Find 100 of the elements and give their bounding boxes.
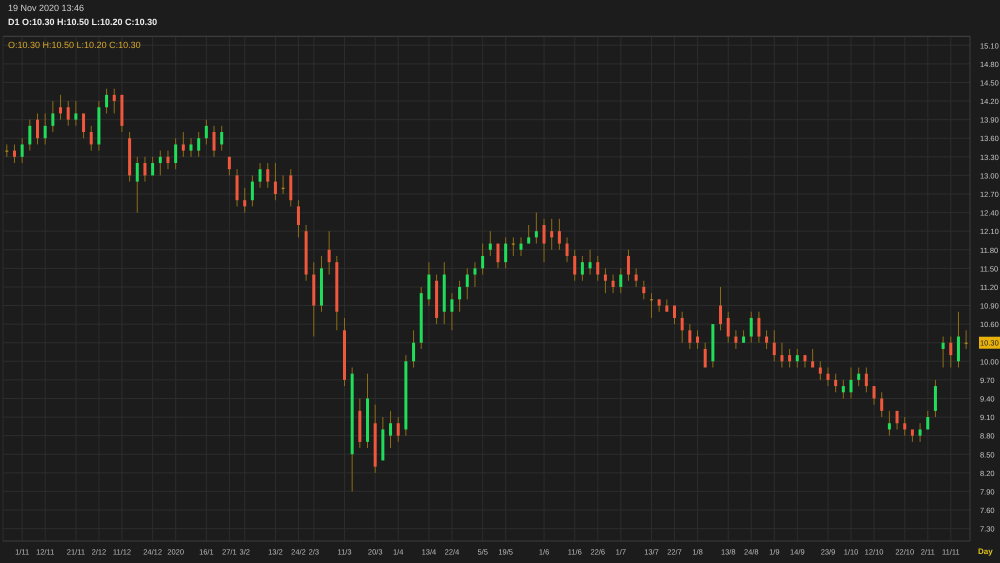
candlestick (926, 410, 930, 430)
candlestick (704, 342, 707, 368)
candlestick (412, 330, 416, 368)
candlestick (36, 112, 39, 145)
candlestick (826, 367, 830, 387)
candlestick (896, 410, 899, 430)
candlestick (258, 162, 262, 188)
candlestick (780, 342, 784, 368)
candlestick (604, 268, 607, 294)
candlestick (28, 119, 32, 152)
candlestick (650, 292, 653, 318)
candlestick (527, 224, 530, 244)
candlestick (12, 144, 16, 164)
candlestick (842, 379, 845, 399)
candlestick (796, 348, 799, 368)
candlestick (274, 162, 277, 201)
candlestick (550, 218, 554, 250)
candlestick (488, 230, 492, 256)
candlestick (757, 311, 760, 344)
candlestick (212, 125, 216, 158)
candlestick (658, 298, 661, 312)
candlestick (818, 360, 822, 380)
candlestick (872, 386, 876, 406)
candlestick (688, 324, 692, 350)
candlestick (20, 138, 24, 164)
candlestick (880, 392, 884, 418)
candlestick (204, 119, 208, 145)
candlestick (534, 212, 538, 244)
candlestick (296, 200, 300, 238)
candlestick (512, 236, 515, 256)
candlestick (174, 138, 178, 170)
candlestick (665, 298, 668, 312)
candlestick (542, 218, 546, 263)
candlestick (918, 422, 922, 442)
chart-title: 19 Nov 2020 13:46 (8, 3, 84, 13)
candlestick (857, 367, 860, 387)
candlestick (742, 330, 746, 344)
candlestick (82, 112, 86, 139)
candlestick (612, 274, 615, 294)
candlestick (964, 330, 968, 350)
candlestick (672, 305, 676, 325)
candlestick (51, 100, 54, 133)
candlestick (182, 132, 185, 158)
candlestick (481, 243, 484, 276)
candlestick (834, 373, 838, 393)
candlestick (626, 249, 630, 282)
chart-subtitle: D1 O:10.30 H:10.50 L:10.20 C:10.30 (8, 17, 158, 27)
candlestick (496, 243, 500, 269)
candlestick (765, 330, 768, 350)
candlestick (328, 230, 331, 276)
candlestick (903, 416, 906, 436)
candlestick (772, 330, 776, 362)
candlestick (734, 330, 738, 350)
candlestick (266, 162, 270, 188)
candlestick (949, 336, 952, 368)
candlestick (197, 132, 200, 158)
candlestick (189, 138, 192, 158)
candlestick (520, 236, 522, 256)
candlestick (642, 280, 646, 300)
candlestick (696, 330, 700, 350)
candlestick (389, 410, 392, 449)
candlestick (473, 262, 476, 288)
candlestick (888, 410, 891, 436)
candlestick (680, 311, 684, 344)
candlestick (811, 348, 814, 368)
candlestick (619, 268, 622, 294)
candlestick (166, 150, 170, 170)
candlestick (158, 150, 162, 176)
candlestick (942, 336, 945, 368)
candlestick (282, 174, 285, 195)
candlestick (250, 174, 254, 207)
candlestick (566, 236, 569, 263)
annotation: O:10.30 H:10.50 L:10.20 C:10.30 (8, 40, 141, 50)
candlestick (396, 416, 400, 442)
candlestick (580, 255, 584, 282)
candlestick (151, 156, 154, 176)
x-axis-title: Day (978, 547, 993, 556)
candlestick (910, 428, 914, 442)
candlestick (105, 88, 108, 114)
candlestick (44, 112, 47, 145)
candlestick (450, 292, 454, 331)
candlestick (5, 144, 8, 158)
candlestick (864, 367, 868, 393)
candlestick (136, 156, 139, 214)
candlestick (558, 218, 561, 250)
candlestick (504, 236, 508, 269)
candlestick (573, 249, 576, 282)
candlestick (220, 125, 224, 152)
candlestick (243, 187, 246, 214)
candlestick (719, 286, 722, 331)
candlestick (143, 156, 146, 182)
candlestick (803, 354, 806, 368)
candlestick (74, 100, 78, 126)
candlestick (458, 280, 462, 312)
candlestick (466, 268, 469, 300)
candlestick (112, 88, 116, 114)
candlestick (588, 249, 592, 276)
candlestick (66, 100, 70, 126)
candlestick (90, 125, 93, 152)
candlestick (850, 367, 853, 399)
